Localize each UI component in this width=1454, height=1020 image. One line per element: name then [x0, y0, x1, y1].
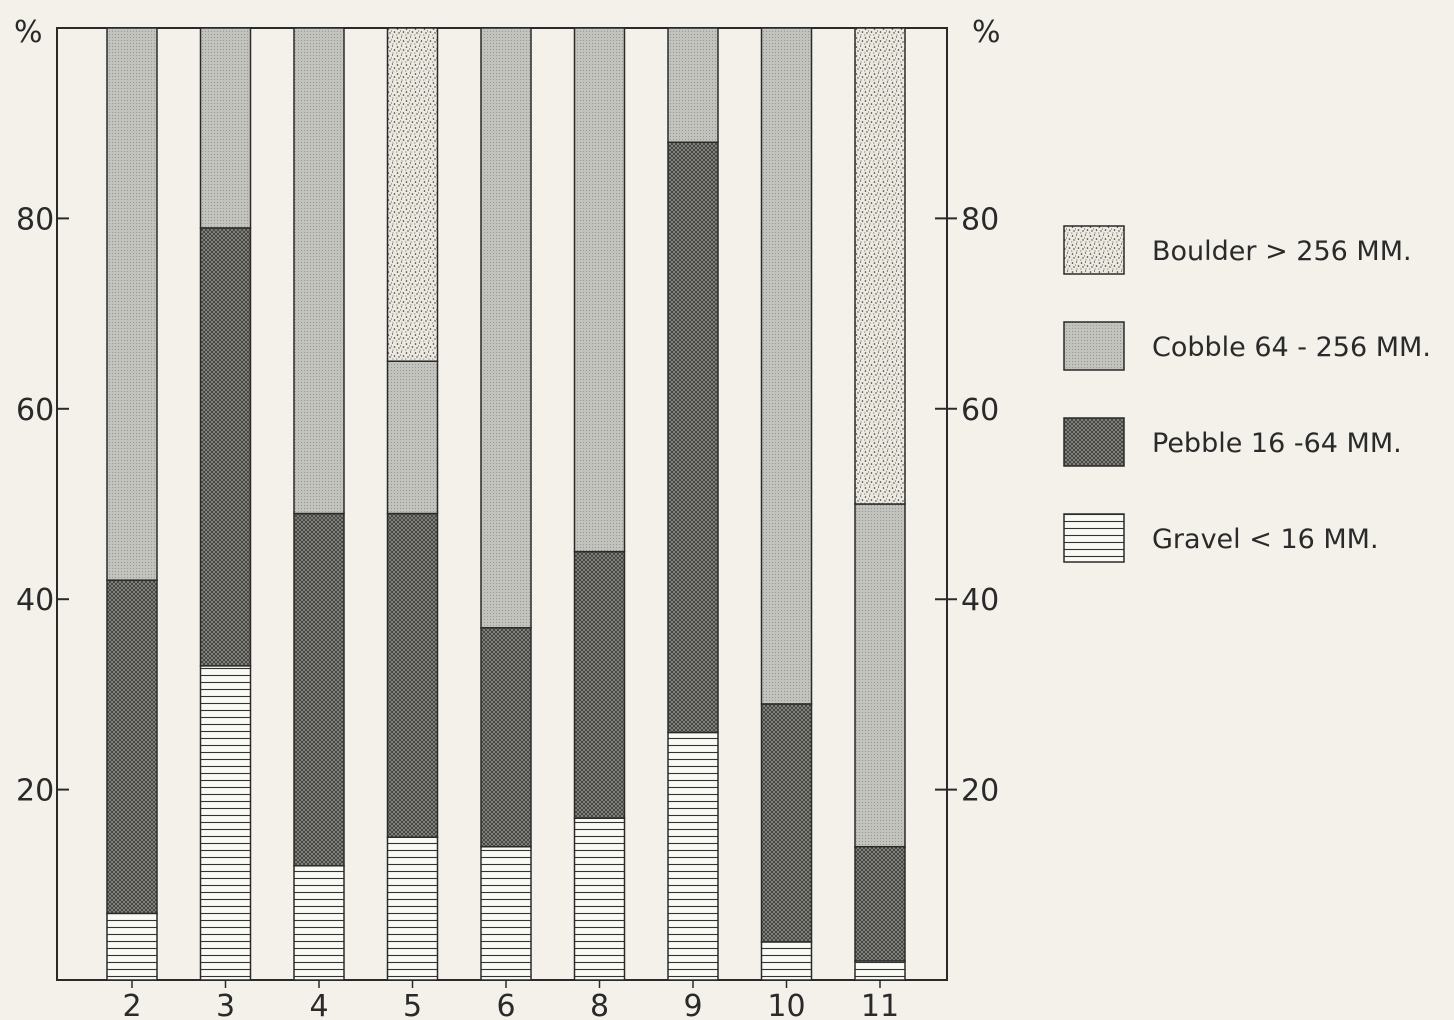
bar-segment	[386, 512, 439, 838]
bar-segment	[573, 550, 626, 819]
bar-segment	[106, 579, 158, 915]
bar-segment	[854, 845, 906, 962]
x-tick-label: 2	[122, 989, 141, 1020]
right-axis-unit-label: %	[972, 15, 1001, 50]
bar-segment	[386, 27, 439, 362]
x-tick-label: 10	[767, 989, 805, 1020]
x-tick-label: 5	[403, 989, 422, 1020]
left-y-axis: 20 40 60 80	[16, 202, 69, 809]
left-tick-label: 20	[16, 774, 54, 809]
bar-segment	[667, 27, 719, 143]
x-axis-labels: 2 3 4 5 6 8 9 10 11	[122, 980, 899, 1020]
x-tick-label: 8	[590, 989, 609, 1020]
left-tick-label: 80	[16, 202, 54, 237]
bar-segment	[386, 836, 439, 981]
bar-segment	[854, 27, 906, 505]
legend-label: Boulder > 256 MM.	[1152, 236, 1412, 267]
bar-segment	[667, 731, 719, 981]
x-tick-label: 9	[683, 989, 702, 1020]
bar-segment	[854, 960, 906, 981]
x-tick-label: 11	[861, 989, 899, 1020]
right-tick-label: 40	[961, 583, 999, 618]
bar-group	[106, 27, 906, 981]
bar-segment	[480, 845, 532, 981]
bar-segment	[386, 360, 439, 515]
bar-segment	[199, 27, 252, 229]
legend-label: Pebble 16 -64 MM.	[1152, 428, 1402, 459]
x-tick-label: 4	[309, 989, 328, 1020]
bar-segment	[854, 503, 906, 848]
bar-segment	[293, 512, 345, 867]
bar-segment	[573, 817, 626, 981]
bar-segment	[480, 27, 532, 629]
bar-segment	[199, 227, 252, 667]
left-tick-label: 60	[16, 393, 54, 428]
left-tick-label: 40	[16, 583, 54, 618]
bar-segment	[760, 941, 813, 981]
bar-segment	[760, 703, 813, 943]
x-tick-label: 6	[496, 989, 515, 1020]
bar-segment	[106, 27, 158, 581]
bar-segment	[293, 865, 345, 981]
bar-segment	[667, 141, 719, 734]
bar-segment	[480, 627, 532, 848]
right-tick-label: 60	[961, 393, 999, 428]
legend: Boulder > 256 MM. Cobble 64 - 256 MM. Pebb…	[1063, 225, 1431, 563]
bar-segment	[106, 912, 158, 981]
legend-swatch	[1063, 513, 1125, 563]
legend-label: Gravel < 16 MM.	[1152, 524, 1379, 555]
legend-swatch	[1063, 321, 1125, 371]
right-tick-label: 20	[961, 774, 999, 809]
right-y-axis: 20 40 60 80	[935, 202, 999, 809]
legend-swatch	[1063, 225, 1125, 275]
x-tick-label: 3	[216, 989, 235, 1020]
bar-segment	[199, 665, 252, 981]
bar-segment	[293, 27, 345, 515]
bar-segment	[760, 27, 813, 705]
right-tick-label: 80	[961, 202, 999, 237]
bar-segment	[573, 27, 626, 553]
left-axis-unit-label: %	[14, 15, 43, 50]
legend-label: Cobble 64 - 256 MM.	[1152, 332, 1431, 363]
legend-swatch	[1063, 417, 1125, 467]
